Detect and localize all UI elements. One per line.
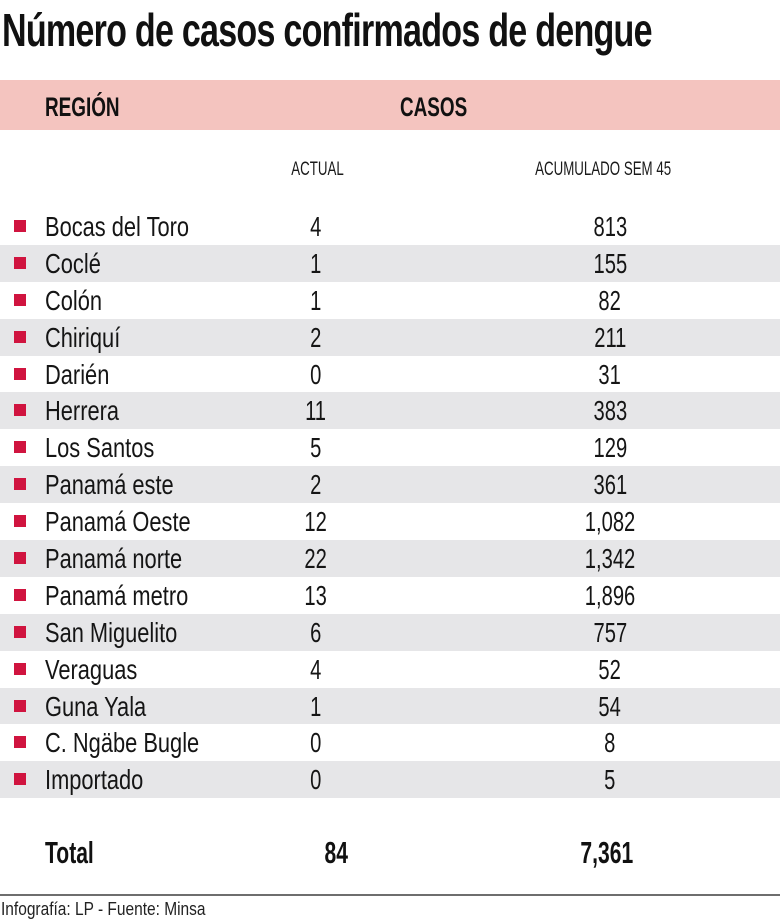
cell-actual: 12 [304, 506, 328, 538]
page-title: Número de casos confirmados de dengue [2, 4, 653, 56]
cell-actual: 5 [310, 432, 322, 464]
cell-accumulated: 8 [604, 727, 616, 759]
square-bullet-icon [14, 699, 26, 712]
cell-region: Los Santos [45, 432, 155, 464]
cell-region: Chiriquí [45, 321, 121, 353]
cell-accumulated: 5 [604, 764, 616, 796]
table-row: Colón 1 82 [0, 282, 780, 319]
subheader-accumulated: ACUMULADO SEM 45 [535, 159, 671, 180]
table-row: C. Ngäbe Bugle 0 8 [0, 724, 780, 761]
total-actual: 84 [324, 835, 348, 870]
table-row: San Miguelito 6 757 [0, 613, 780, 651]
cell-accumulated: 383 [593, 395, 627, 427]
cell-region: Importado [45, 764, 144, 796]
square-bullet-icon [14, 662, 26, 675]
cell-actual: 2 [310, 469, 322, 501]
cell-region: C. Ngäbe Bugle [45, 727, 200, 759]
cell-accumulated: 813 [593, 211, 627, 242]
cell-region: Panamá metro [45, 579, 189, 611]
cell-actual: 13 [304, 579, 328, 611]
cell-region: Panamá norte [45, 543, 183, 575]
square-bullet-icon [14, 293, 26, 306]
table-header-band: REGIÓN CASOS [0, 80, 780, 130]
table-row: Guna Yala 1 54 [0, 687, 780, 725]
table-row: Chiriquí 2 211 [0, 318, 780, 356]
footer-divider [0, 894, 780, 896]
cell-actual: 0 [310, 358, 322, 390]
table-row: Coclé 1 155 [0, 244, 780, 282]
table-row: Panamá Oeste 12 1,082 [0, 503, 780, 540]
table-row: Panamá metro 13 1,896 [0, 577, 780, 614]
square-bullet-icon [14, 515, 26, 528]
column-header-cases: CASOS [400, 92, 468, 122]
square-bullet-icon [14, 478, 26, 491]
table-row: Panamá norte 22 1,342 [0, 540, 780, 577]
column-header-region: REGIÓN [45, 92, 120, 122]
cell-accumulated: 1,082 [584, 506, 636, 538]
cell-region: Darién [45, 358, 110, 390]
square-bullet-icon [14, 367, 26, 380]
cell-actual: 1 [310, 690, 322, 722]
cell-actual: 2 [310, 321, 322, 353]
square-bullet-icon [14, 404, 26, 417]
table-body: Bocas del Toro 4 813 Coclé 1 155 Colón 1… [0, 208, 780, 799]
cell-accumulated: 52 [598, 653, 622, 685]
cell-region: San Miguelito [45, 616, 178, 648]
cell-actual: 0 [310, 764, 322, 796]
square-bullet-icon [14, 330, 26, 343]
cell-actual: 22 [304, 543, 328, 575]
cell-region: Herrera [45, 395, 120, 427]
cell-accumulated: 757 [593, 616, 627, 648]
cell-accumulated: 1,342 [584, 543, 636, 575]
total-row: Total 84 7,361 [0, 830, 780, 876]
cell-actual: 1 [310, 284, 322, 316]
cell-accumulated: 1,896 [584, 579, 636, 611]
cell-accumulated: 54 [598, 690, 622, 722]
table-row: Importado 0 5 [0, 761, 780, 799]
cell-accumulated: 31 [598, 358, 622, 390]
table-row: Los Santos 5 129 [0, 429, 780, 466]
cell-actual: 4 [310, 211, 322, 242]
cell-region: Panamá Oeste [45, 506, 191, 538]
cell-accumulated: 155 [593, 247, 627, 279]
square-bullet-icon [14, 773, 26, 786]
square-bullet-icon [14, 441, 26, 454]
subheader-actual: ACTUAL [290, 159, 344, 180]
cell-accumulated: 129 [593, 432, 627, 464]
square-bullet-icon [14, 588, 26, 601]
cell-actual: 6 [310, 616, 322, 648]
cell-region: Colón [45, 284, 103, 316]
table-row: Veraguas 4 52 [0, 651, 780, 688]
cell-actual: 11 [305, 395, 327, 427]
cell-region: Bocas del Toro [45, 211, 190, 242]
cell-region: Guna Yala [45, 690, 147, 722]
cell-accumulated: 361 [593, 469, 627, 501]
cell-region: Veraguas [45, 653, 138, 685]
square-bullet-icon [14, 625, 26, 638]
cell-accumulated: 211 [593, 321, 627, 353]
table-row: Panamá este 2 361 [0, 466, 780, 504]
cell-actual: 0 [310, 727, 322, 759]
table-row: Darién 0 31 [0, 356, 780, 393]
cell-region: Coclé [45, 247, 101, 279]
footer-credit: Infografía: LP - Fuente: Minsa [1, 899, 206, 919]
total-label: Total [45, 835, 94, 870]
cell-region: Panamá este [45, 469, 174, 501]
table-row: Herrera 11 383 [0, 392, 780, 430]
cell-actual: 4 [310, 653, 322, 685]
cell-accumulated: 82 [598, 284, 622, 316]
cell-actual: 1 [310, 247, 322, 279]
square-bullet-icon [14, 736, 26, 749]
square-bullet-icon [14, 256, 26, 269]
total-accumulated: 7,361 [580, 835, 634, 870]
square-bullet-icon [14, 552, 26, 565]
square-bullet-icon [14, 220, 26, 232]
table-row: Bocas del Toro 4 813 [0, 208, 780, 245]
